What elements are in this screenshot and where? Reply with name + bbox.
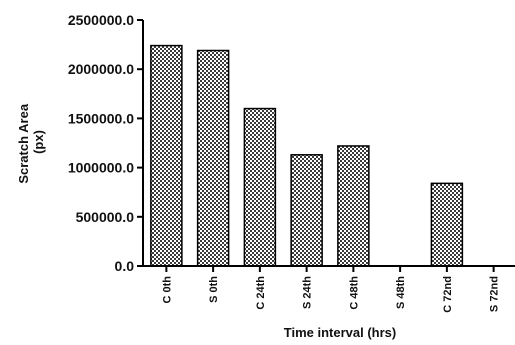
bar-c-24th	[243, 107, 277, 267]
x-tick-label: C 48th	[348, 276, 360, 310]
y-tick-label: 1500000.0	[68, 110, 134, 126]
bar-c-0th	[150, 44, 183, 267]
x-tick-label: S 48th	[395, 276, 407, 309]
x-axis-title: Time interval (hrs)	[284, 325, 396, 340]
y-tick-label: 1000000.0	[68, 160, 134, 176]
y-axis: 0.0 500000.0 1000000.0 1500000.0 2000000.0 25…	[68, 12, 144, 274]
x-axis: C 0th S 0th C 24th S 24th C 48th S 48th C 72nd…	[143, 265, 515, 313]
x-tick-label: S 24th	[302, 276, 314, 309]
x-tick-label: C 0th	[161, 276, 173, 304]
y-axis-title: Scratch Area (px)	[16, 100, 46, 183]
x-tick-label: C 24th	[255, 276, 267, 310]
y-axis-title-line-1: Scratch Area	[16, 103, 31, 183]
bar-s-24th	[290, 154, 323, 267]
bar-c-72nd	[430, 182, 464, 267]
bar-s-0th	[196, 49, 230, 267]
x-tick-label: S 72nd	[489, 276, 501, 312]
y-tick-label: 2000000.0	[68, 61, 134, 77]
bars-group	[150, 44, 464, 267]
y-tick-label: 2500000.0	[68, 12, 134, 28]
y-axis-title-line-2: (px)	[31, 130, 46, 154]
x-tick-label: S 0th	[208, 276, 220, 303]
y-tick-label: 500000.0	[76, 209, 135, 225]
x-tick-label: C 72nd	[442, 276, 454, 313]
bar-c-48th	[337, 145, 370, 267]
y-tick-label: 0.0	[115, 258, 135, 274]
